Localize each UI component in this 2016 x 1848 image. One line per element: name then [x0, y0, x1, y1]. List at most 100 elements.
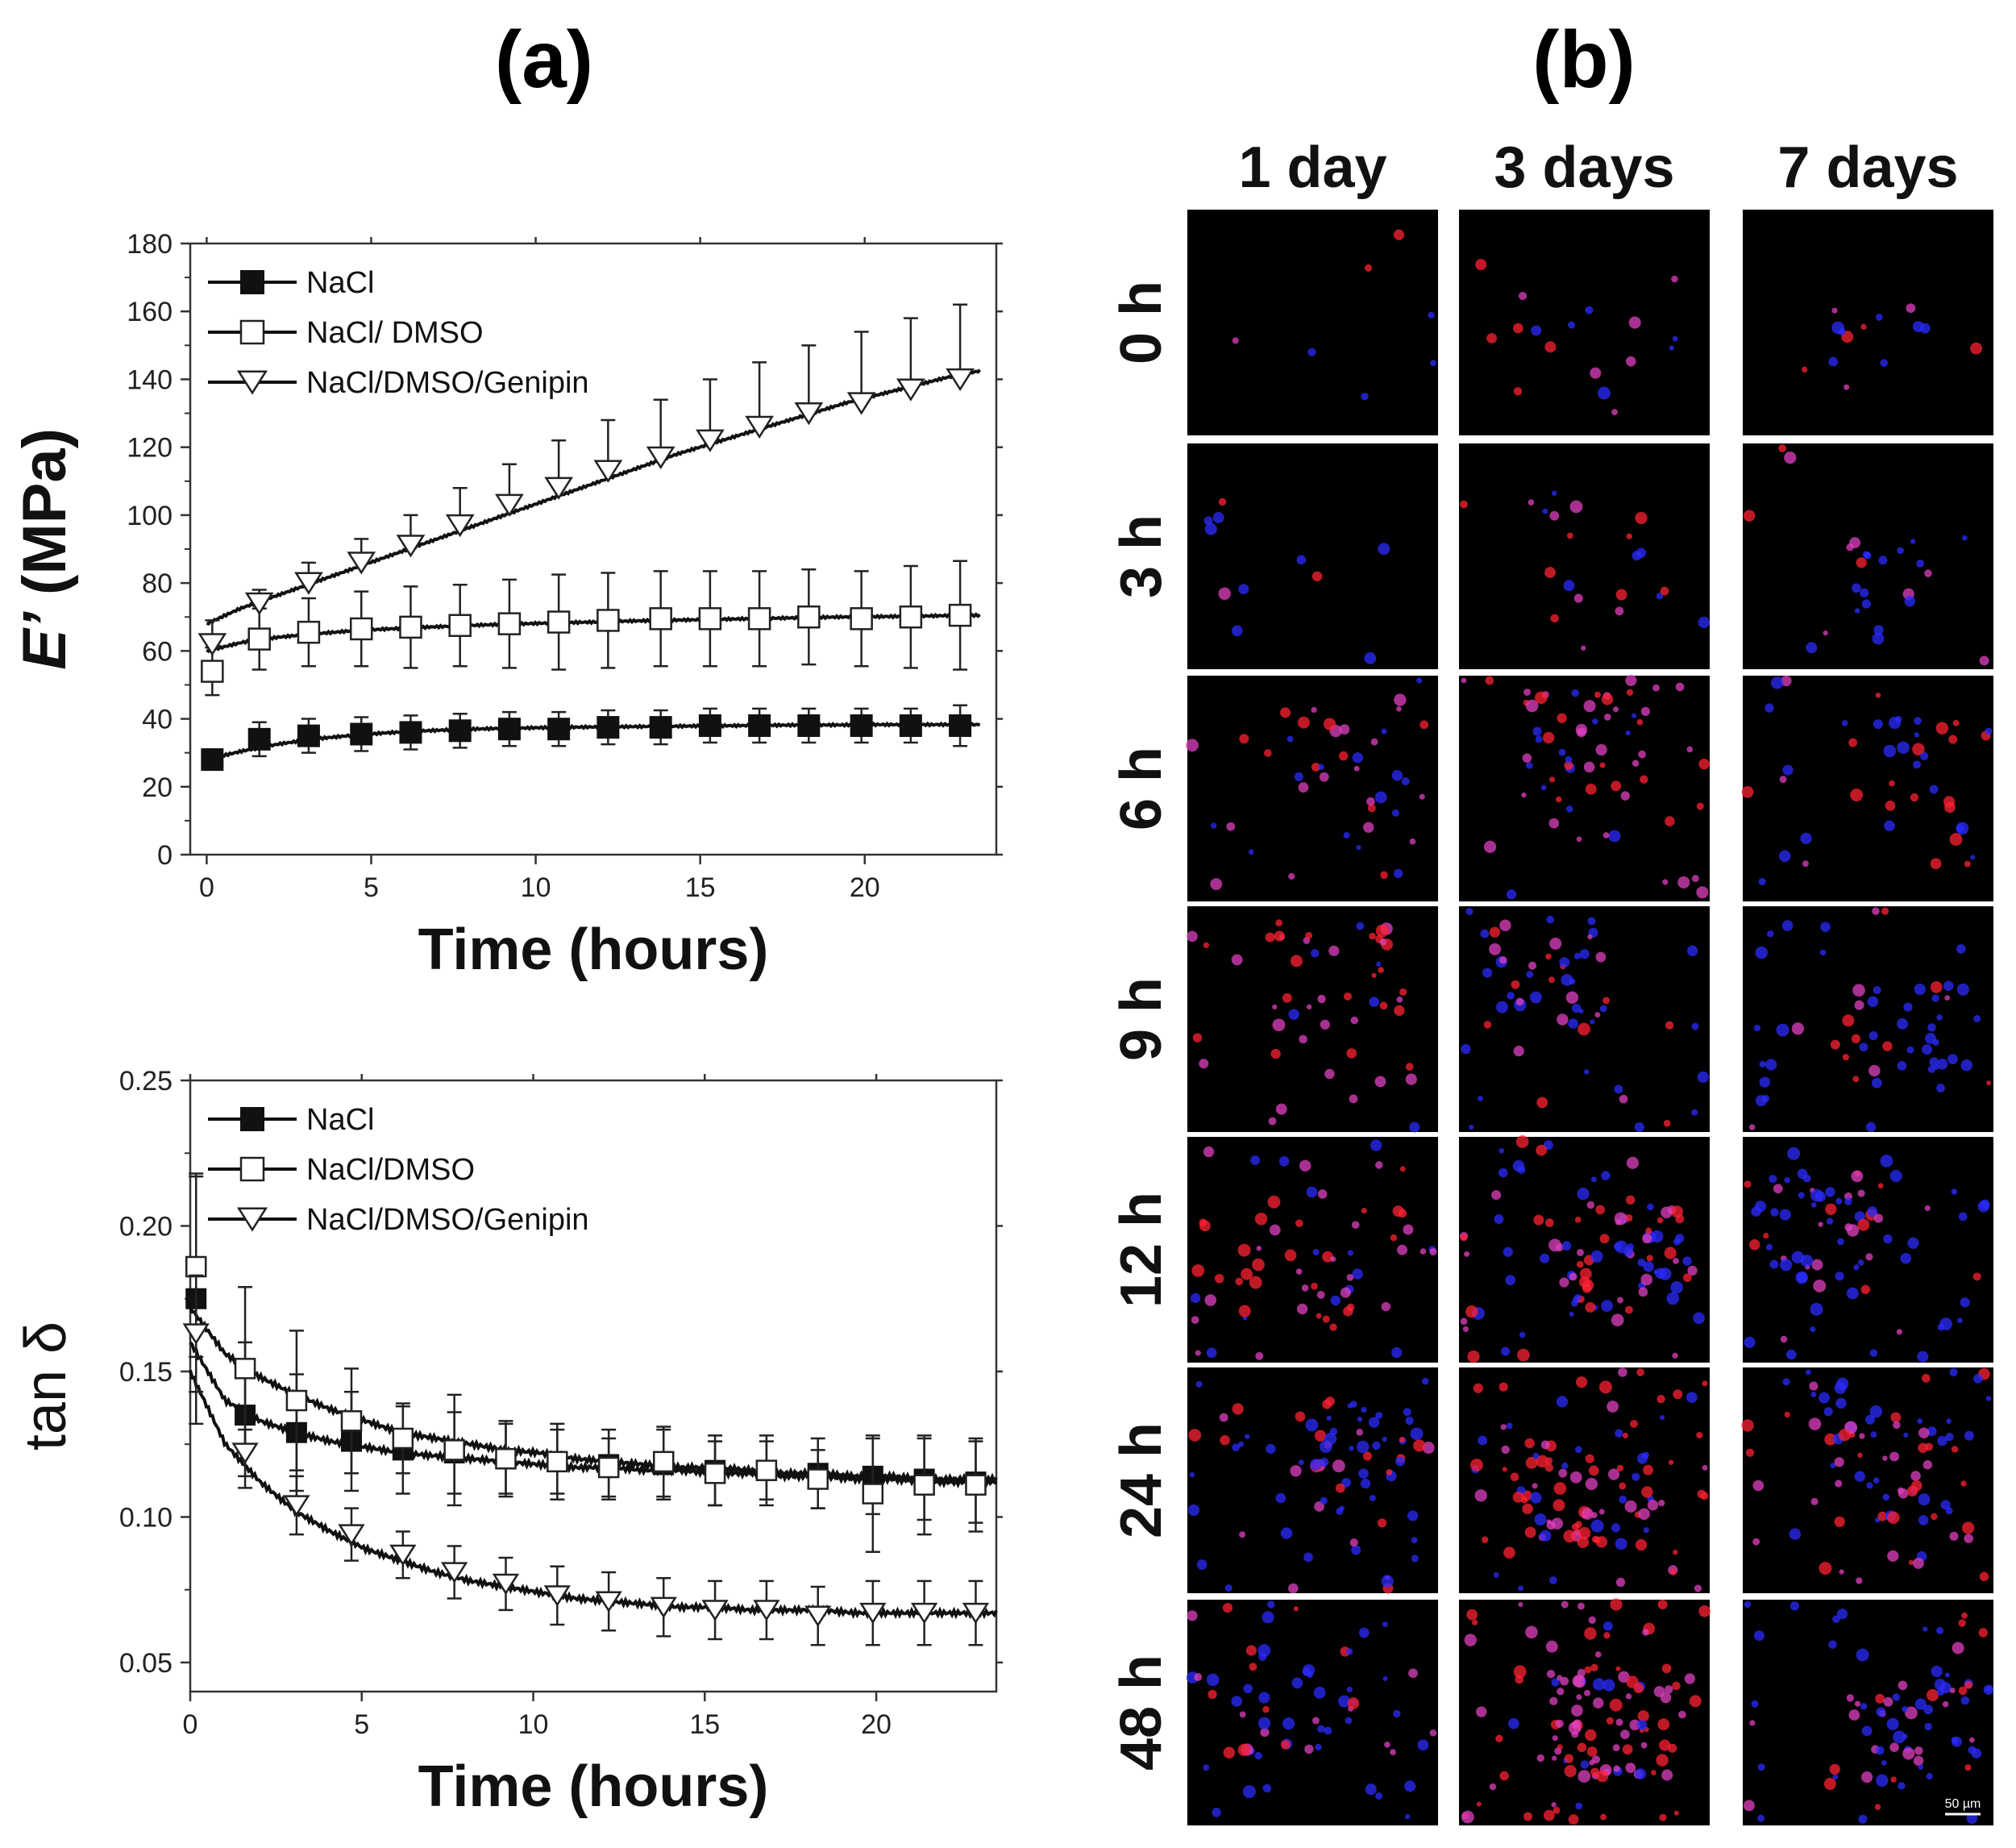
cell — [1218, 497, 1227, 506]
row-label: 9 h — [1109, 977, 1174, 1061]
legend-label: NaCl — [306, 266, 374, 300]
cell — [1320, 1496, 1328, 1505]
cell — [1744, 1336, 1756, 1348]
cell — [1947, 1054, 1958, 1064]
cell — [1557, 1688, 1565, 1696]
cell — [1757, 1814, 1765, 1822]
data-point — [910, 1602, 938, 1625]
column-label: 7 days — [1777, 135, 1958, 200]
cell — [1460, 1234, 1468, 1242]
cell — [1540, 1253, 1550, 1263]
cell — [1238, 1305, 1251, 1317]
cell — [1961, 1521, 1975, 1534]
cell — [1584, 1689, 1590, 1696]
cell — [1466, 1609, 1478, 1621]
cell — [1393, 229, 1405, 240]
cell — [1499, 919, 1511, 931]
cell — [1848, 1709, 1860, 1721]
image-background — [1459, 443, 1710, 669]
cell — [1471, 1619, 1478, 1625]
cell — [1787, 1147, 1801, 1160]
cell — [1187, 1610, 1198, 1621]
cell — [1813, 1279, 1827, 1292]
cell — [1656, 1754, 1669, 1767]
cell — [1252, 1258, 1265, 1272]
cell — [1298, 1459, 1304, 1466]
cell — [1771, 676, 1784, 689]
cell — [1307, 1671, 1313, 1679]
cell — [1672, 1681, 1681, 1691]
cell — [1214, 1273, 1224, 1284]
cell — [1532, 1483, 1538, 1489]
row-label: 24 h — [1109, 1422, 1174, 1538]
cell — [1884, 820, 1895, 831]
cell — [1978, 1628, 1989, 1638]
cell — [1518, 1585, 1523, 1592]
cell — [1603, 1632, 1611, 1639]
cell — [1376, 961, 1382, 967]
data-point — [197, 633, 227, 656]
cell — [1828, 1640, 1837, 1649]
cell — [1834, 1382, 1847, 1395]
cell — [1374, 1076, 1386, 1088]
cell — [1371, 972, 1377, 978]
cell — [1852, 1076, 1860, 1083]
cell — [1900, 1252, 1912, 1264]
cell — [1408, 1668, 1418, 1679]
image-tile-r1-c1 — [1459, 443, 1710, 669]
cell — [1286, 735, 1294, 743]
cell — [1188, 1429, 1202, 1442]
cell — [1245, 1434, 1250, 1439]
cell — [1871, 1077, 1882, 1088]
cell — [1882, 1041, 1893, 1051]
cell — [1819, 1562, 1832, 1575]
cell — [1381, 1301, 1391, 1312]
cell — [1489, 943, 1502, 955]
cell — [1696, 802, 1704, 810]
cell — [1922, 1460, 1933, 1470]
image-tile-r5-c2 — [1741, 1367, 1993, 1593]
cell — [1232, 337, 1239, 344]
cell — [1557, 1013, 1569, 1026]
cell — [1846, 1224, 1860, 1237]
data-point — [182, 1323, 210, 1345]
cell — [1577, 1188, 1590, 1201]
cell — [1861, 1771, 1873, 1783]
cell — [1369, 932, 1376, 940]
cell — [1948, 735, 1958, 744]
cell — [1665, 816, 1675, 826]
cell — [1700, 1492, 1709, 1500]
cell — [1352, 752, 1363, 764]
cell — [1874, 1804, 1881, 1811]
x-axis-label: Time (hours) — [418, 918, 769, 982]
y-axis-label: E’ (MPa) — [10, 428, 79, 670]
cell — [1572, 1675, 1585, 1688]
cell — [1585, 1302, 1596, 1313]
cell — [1949, 833, 1963, 846]
data-point — [701, 1600, 729, 1621]
cell — [1558, 1468, 1568, 1478]
cell — [1931, 994, 1939, 1002]
cell — [1856, 1577, 1863, 1584]
cell — [1935, 722, 1949, 735]
cell — [1686, 945, 1698, 956]
cell — [1345, 1648, 1353, 1655]
cell — [1675, 682, 1685, 692]
cell — [1328, 945, 1340, 956]
image-tile-r5-c1 — [1459, 1367, 1710, 1593]
cell — [1611, 1523, 1621, 1533]
cell — [1897, 1487, 1905, 1494]
cell — [1320, 1457, 1329, 1467]
cell — [1220, 1434, 1230, 1446]
cell — [1500, 1424, 1507, 1430]
cell — [1622, 1432, 1628, 1439]
cell — [1770, 1208, 1779, 1217]
cell — [1311, 762, 1320, 772]
cell — [1393, 1709, 1401, 1718]
cell — [1743, 510, 1756, 522]
cell — [1936, 1059, 1948, 1070]
cell — [1741, 785, 1754, 798]
cell — [1917, 1418, 1923, 1424]
cell — [1594, 1651, 1602, 1658]
cell — [1910, 793, 1919, 802]
